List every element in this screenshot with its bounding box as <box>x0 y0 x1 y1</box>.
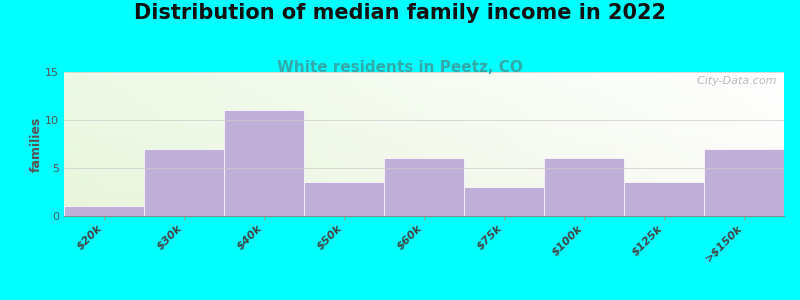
Bar <box>464 187 544 216</box>
Bar <box>544 158 624 216</box>
Bar <box>384 158 464 216</box>
Bar <box>704 149 784 216</box>
Text: Distribution of median family income in 2022: Distribution of median family income in … <box>134 3 666 23</box>
Text: City-Data.com: City-Data.com <box>690 76 777 86</box>
Bar <box>304 182 384 216</box>
Bar <box>64 206 144 216</box>
Bar <box>624 182 704 216</box>
Y-axis label: families: families <box>30 116 42 172</box>
Bar <box>144 149 224 216</box>
Text: White residents in Peetz, CO: White residents in Peetz, CO <box>277 60 523 75</box>
Bar <box>224 110 304 216</box>
